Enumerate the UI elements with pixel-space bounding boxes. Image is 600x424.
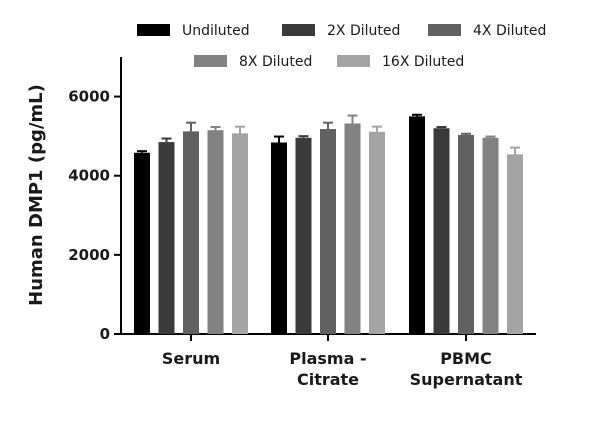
legend-swatch: [428, 24, 461, 36]
bar: [134, 152, 150, 334]
y-tick-label: 6000: [68, 88, 110, 106]
legend-swatch: [282, 24, 315, 36]
bar: [271, 142, 287, 334]
bar: [409, 116, 425, 334]
bar: [207, 130, 224, 334]
bar: [369, 131, 385, 334]
x-category-label: PBMC: [440, 349, 492, 368]
bar: [158, 142, 175, 334]
y-tick-label: 0: [100, 325, 110, 343]
legend-label: 8X Diluted: [239, 54, 312, 70]
bars: [134, 113, 523, 334]
bar: [507, 154, 523, 334]
legend-label: 4X Diluted: [473, 23, 546, 39]
x-axis: Serum Plasma - Citrate PBMC Supernatant: [121, 333, 536, 389]
bar: [458, 134, 474, 334]
x-category-label: Serum: [162, 349, 220, 368]
x-category-label: Citrate: [297, 370, 359, 389]
legend-label: 2X Diluted: [327, 23, 400, 39]
y-tick-label: 2000: [68, 246, 110, 264]
y-axis-title: Human DMP1 (pg/mL): [26, 84, 47, 306]
bar: [295, 137, 312, 334]
bar: [183, 131, 199, 334]
legend-swatch: [194, 55, 227, 67]
legend: Undiluted 2X Diluted 4X Diluted 8X Diluted 1…: [137, 23, 546, 70]
bar: [482, 137, 499, 334]
legend-label: Undiluted: [182, 23, 250, 39]
y-tick-label: 4000: [68, 167, 110, 185]
legend-swatch: [137, 24, 170, 36]
y-axis: 0 2000 4000 6000: [68, 57, 122, 343]
legend-swatch: [337, 55, 370, 67]
bar: [433, 128, 450, 334]
bar: [344, 123, 361, 334]
bar: [320, 129, 336, 334]
x-category-label: Supernatant: [410, 370, 523, 389]
legend-label: 16X Diluted: [382, 54, 464, 70]
bar: [232, 133, 248, 334]
x-category-label: Plasma -: [289, 349, 366, 368]
